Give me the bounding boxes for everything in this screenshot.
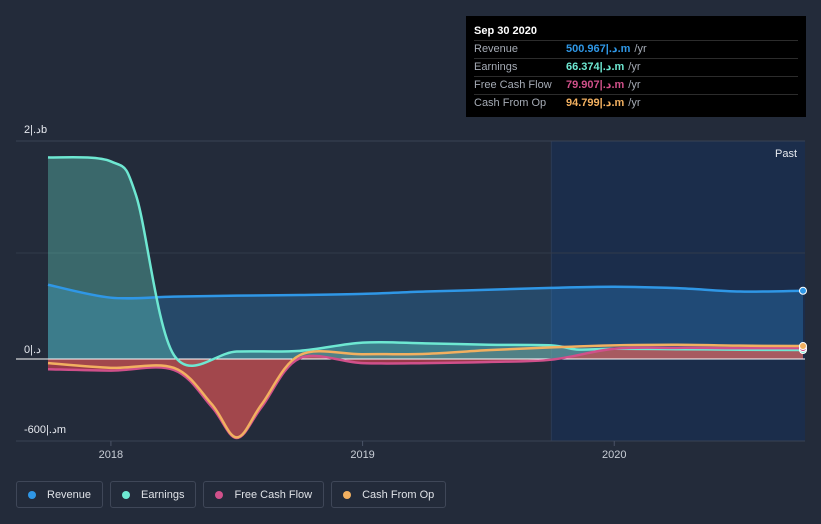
tooltip-row-revenue: Revenue 500.967|.د.m /yr — [474, 40, 798, 58]
tooltip-value: 94.799|.د.m — [566, 97, 625, 109]
earnings-dot-icon — [122, 490, 131, 499]
legend-label: Earnings — [141, 488, 185, 501]
free-cash-flow-area — [48, 347, 803, 439]
tooltip-unit: /yr — [628, 61, 641, 73]
x-axis-labels: 2018 2019 2020 — [99, 441, 626, 461]
revenue-line — [47, 283, 804, 300]
revenue-dot-icon — [28, 490, 36, 499]
series-areas — [48, 157, 803, 439]
past-label: Past — [775, 148, 797, 160]
earnings-area — [48, 157, 803, 366]
tooltip-label: Free Cash Flow — [474, 79, 552, 91]
tooltip-label: Earnings — [474, 61, 518, 73]
free-cash-flow-line — [47, 346, 804, 440]
y-tick-label: -600|.دm — [24, 424, 66, 436]
x-tick-label: 2019 — [350, 449, 374, 461]
legend-label: Free Cash Flow — [234, 488, 313, 501]
series-lines — [47, 155, 804, 440]
tooltip-row-free-cash-flow: Free Cash Flow 79.907|.د.m /yr — [474, 76, 798, 94]
tooltip-date: Sep 30 2020 — [474, 25, 537, 37]
tooltip-row-cash-from-op: Cash From Op 94.799|.د.m /yr — [474, 94, 798, 112]
series-end-dots — [799, 286, 807, 355]
cash-from-op-end-point — [799, 342, 807, 351]
legend-item-cash-from-op[interactable]: Cash From Op — [331, 481, 447, 508]
tooltip-unit: /yr — [634, 43, 647, 55]
tooltip-value: 79.907|.د.m — [566, 79, 625, 91]
tooltip: Sep 30 2020 Revenue 500.967|.د.m /yr Ear… — [466, 16, 806, 117]
cash-from-op-area — [48, 344, 803, 438]
x-tick-label: 2018 — [99, 449, 123, 461]
tooltip-value: 66.374|.د.m — [566, 61, 625, 73]
legend-label: Cash From Op — [362, 488, 435, 501]
tooltip-label: Cash From Op — [474, 97, 547, 109]
tooltip-unit: /yr — [628, 79, 641, 91]
x-tick-label: 2020 — [602, 449, 626, 461]
earnings-line — [47, 155, 804, 368]
legend-item-revenue[interactable]: Revenue — [16, 481, 104, 508]
legend: Revenue Earnings Free Cash Flow Cash Fro… — [16, 481, 453, 508]
y-tick-label: 2|.دb — [24, 124, 47, 136]
revenue-area — [48, 284, 803, 359]
legend-item-earnings[interactable]: Earnings — [110, 481, 197, 508]
y-tick-label: 0|.د — [24, 344, 41, 356]
tooltip-unit: /yr — [628, 97, 641, 109]
y-axis-labels: 2|.دb 0|.د -600|.دm — [24, 124, 66, 436]
revenue-end-point — [799, 286, 807, 295]
legend-item-free-cash-flow[interactable]: Free Cash Flow — [203, 481, 325, 508]
legend-label: Revenue — [47, 488, 92, 501]
tooltip-label: Revenue — [474, 43, 519, 55]
cash-from-op-line — [47, 343, 804, 439]
tooltip-row-earnings: Earnings 66.374|.د.m /yr — [474, 58, 798, 76]
tooltip-value: 500.967|.د.m — [566, 43, 631, 55]
free-cash-flow-dot-icon — [215, 490, 224, 499]
cash-from-op-dot-icon — [343, 490, 352, 499]
